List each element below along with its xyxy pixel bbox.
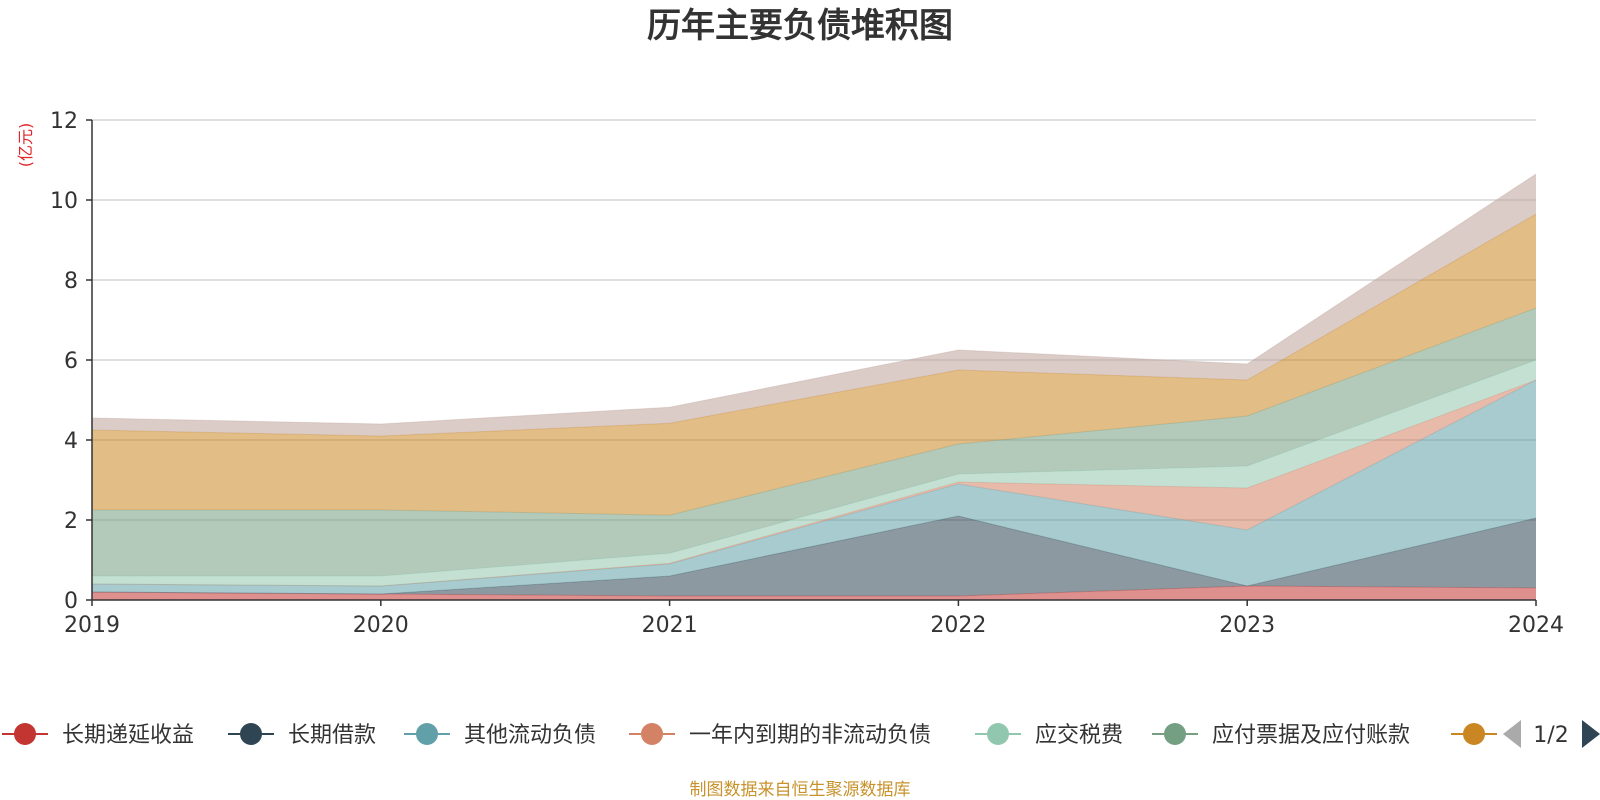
axis-layer: 0 2 4 6 8 10 12 2019 2020 2021 2022 2023 2024 <box>50 109 1564 638</box>
chart-title: 历年主要负债堆积图 <box>647 6 953 46</box>
legend-next-page-icon[interactable] <box>1582 720 1600 748</box>
y-tick-label: 4 <box>64 429 78 454</box>
legend-item-4[interactable]: 应交税费 <box>975 723 1123 748</box>
legend-marker-icon <box>1164 723 1186 745</box>
x-tick-label: 2021 <box>642 613 698 638</box>
legend-item-1[interactable]: 长期借款 <box>228 723 376 748</box>
legend-marker-icon <box>416 723 438 745</box>
y-tick-label: 8 <box>64 269 78 294</box>
area-series-0 <box>92 586 1536 600</box>
legend-marker-icon <box>240 723 262 745</box>
area-series-5 <box>92 308 1536 576</box>
legend-label: 长期递延收益 <box>62 723 194 748</box>
legend-prev-page-icon[interactable] <box>1503 720 1521 748</box>
area-series-1 <box>92 516 1536 596</box>
area-series-7-line <box>91 173 1537 425</box>
x-tick-label: 2024 <box>1508 613 1564 638</box>
y-tick-label: 10 <box>50 189 78 214</box>
y-tick-label: 2 <box>64 509 78 534</box>
area-series-6 <box>92 214 1536 516</box>
x-tick-label: 2022 <box>930 613 986 638</box>
legend-label: 一年内到期的非流动负债 <box>689 723 931 748</box>
area-series-7 <box>92 174 1536 436</box>
y-axis-unit-label: (亿元) <box>16 123 35 168</box>
y-tick-label: 12 <box>50 109 78 134</box>
x-tick-label: 2023 <box>1219 613 1275 638</box>
x-tick-label: 2019 <box>64 613 120 638</box>
legend-marker-icon <box>987 723 1009 745</box>
legend-label: 应交税费 <box>1035 723 1123 748</box>
y-tick-label: 0 <box>64 589 78 614</box>
legend-page-indicator: 1/2 <box>1533 723 1568 748</box>
data-source-note: 制图数据来自恒生聚源数据库 <box>690 780 911 800</box>
legend-marker-icon <box>1463 723 1485 745</box>
legend-label: 应付票据及应付账款 <box>1212 723 1410 748</box>
legend-label: 其他流动负债 <box>464 723 596 748</box>
x-tick-label: 2020 <box>353 613 409 638</box>
area-layer <box>91 173 1537 600</box>
legend-marker-icon <box>14 723 36 745</box>
area-series-4 <box>92 360 1536 586</box>
y-tick-label: 6 <box>64 349 78 374</box>
legend-label: 长期借款 <box>288 723 376 748</box>
legend-item-3[interactable]: 一年内到期的非流动负债 <box>629 723 931 748</box>
legend-item-2[interactable]: 其他流动负债 <box>404 723 596 748</box>
legend-marker-icon <box>641 723 663 745</box>
legend-item-6[interactable] <box>1451 723 1497 745</box>
legend-item-5[interactable]: 应付票据及应付账款 <box>1152 723 1410 748</box>
legend-item-0[interactable]: 长期递延收益 <box>2 723 194 748</box>
legend[interactable]: 长期递延收益 长期借款 其他流动负债 一年内到期的非流动负债 应交税费 应付票据及应付账款… <box>2 720 1600 748</box>
area-series-2 <box>92 380 1536 594</box>
